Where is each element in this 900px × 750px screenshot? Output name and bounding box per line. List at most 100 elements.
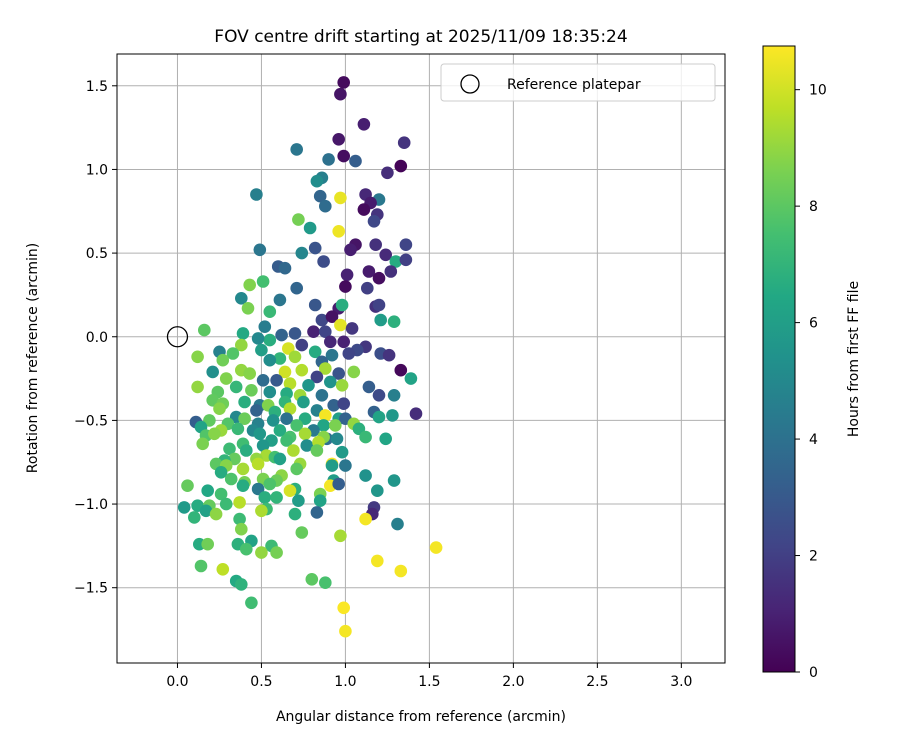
data-point bbox=[357, 203, 371, 216]
grid-lines bbox=[117, 54, 725, 663]
data-point bbox=[240, 444, 253, 457]
data-point bbox=[206, 394, 219, 407]
data-point bbox=[188, 511, 201, 524]
data-point bbox=[389, 255, 403, 268]
data-point bbox=[319, 409, 332, 422]
data-point bbox=[275, 328, 288, 342]
data-point bbox=[270, 491, 283, 504]
data-point bbox=[339, 624, 352, 638]
data-point bbox=[295, 246, 309, 260]
y-tick-label: 0.0 bbox=[86, 330, 108, 346]
data-point bbox=[302, 379, 315, 392]
data-point bbox=[324, 375, 337, 389]
data-point bbox=[292, 213, 305, 226]
data-point bbox=[256, 275, 270, 288]
data-point bbox=[337, 397, 351, 411]
data-point bbox=[367, 215, 381, 228]
data-point bbox=[387, 474, 401, 487]
legend-reference-marker bbox=[460, 74, 480, 94]
data-point bbox=[263, 333, 277, 347]
x-tick-label: 2.5 bbox=[586, 674, 608, 690]
data-point bbox=[263, 305, 277, 319]
data-point bbox=[315, 313, 329, 327]
data-point bbox=[236, 479, 250, 493]
y-tick-label: 1.5 bbox=[86, 79, 108, 95]
data-point bbox=[278, 365, 292, 379]
x-tick-label: 0.5 bbox=[250, 674, 272, 690]
data-point bbox=[382, 348, 396, 362]
data-point bbox=[224, 472, 238, 486]
data-point bbox=[332, 477, 346, 491]
data-point bbox=[253, 427, 267, 441]
data-point bbox=[258, 491, 272, 504]
data-point bbox=[273, 424, 287, 437]
data-point bbox=[292, 494, 305, 508]
legend-box bbox=[440, 63, 716, 102]
chart-title: FOV centre drift starting at 2025/11/09 … bbox=[214, 27, 627, 47]
data-point bbox=[191, 350, 204, 364]
data-point bbox=[332, 133, 346, 146]
data-point bbox=[339, 280, 352, 293]
data-point bbox=[325, 459, 339, 472]
data-point bbox=[334, 318, 347, 332]
colorbar-label: Hours from first FF file bbox=[846, 281, 862, 437]
data-point bbox=[229, 380, 243, 394]
data-point bbox=[298, 412, 312, 426]
data-point bbox=[223, 442, 236, 456]
data-point bbox=[334, 191, 347, 205]
data-point bbox=[340, 268, 354, 282]
data-point bbox=[216, 563, 230, 576]
data-point bbox=[387, 315, 401, 329]
data-point bbox=[219, 497, 233, 511]
data-point bbox=[379, 432, 393, 446]
data-point bbox=[357, 118, 371, 131]
data-point bbox=[342, 347, 356, 360]
data-point bbox=[362, 380, 376, 394]
data-point bbox=[199, 504, 213, 518]
data-point bbox=[266, 414, 280, 427]
y-tick-label: −1.5 bbox=[74, 581, 108, 597]
data-point bbox=[235, 292, 248, 305]
data-point bbox=[216, 353, 230, 367]
data-point bbox=[181, 479, 194, 493]
reference-marker bbox=[166, 326, 189, 348]
data-point bbox=[251, 457, 265, 471]
data-point bbox=[394, 159, 408, 173]
data-point bbox=[283, 402, 297, 416]
data-point bbox=[290, 281, 304, 295]
data-point bbox=[273, 293, 287, 307]
data-point bbox=[235, 522, 248, 536]
data-point bbox=[334, 529, 347, 543]
data-point bbox=[235, 338, 248, 352]
colorbar-tick-label: 4 bbox=[809, 432, 818, 448]
colorbar-tick-label: 0 bbox=[809, 665, 818, 681]
data-point bbox=[206, 365, 219, 379]
data-point bbox=[235, 578, 248, 591]
data-point bbox=[310, 506, 324, 519]
data-point bbox=[280, 412, 293, 426]
data-point bbox=[241, 302, 255, 315]
data-point bbox=[332, 225, 346, 238]
data-point bbox=[371, 554, 384, 568]
data-point bbox=[288, 350, 302, 364]
data-point bbox=[310, 444, 324, 457]
data-point bbox=[298, 427, 312, 441]
data-point bbox=[429, 541, 443, 554]
data-point bbox=[305, 573, 319, 586]
data-point bbox=[290, 419, 304, 432]
colorbar-tick-label: 6 bbox=[809, 316, 818, 332]
data-point bbox=[315, 389, 329, 402]
data-point bbox=[287, 444, 300, 457]
data-point bbox=[238, 395, 251, 409]
data-point bbox=[198, 323, 211, 337]
data-point bbox=[391, 517, 404, 531]
data-point bbox=[337, 76, 351, 89]
data-point bbox=[332, 367, 346, 380]
data-point bbox=[208, 427, 221, 441]
data-point bbox=[201, 484, 214, 498]
data-point bbox=[313, 494, 327, 508]
data-point bbox=[379, 248, 393, 262]
data-point bbox=[399, 238, 413, 251]
data-point bbox=[372, 389, 386, 402]
